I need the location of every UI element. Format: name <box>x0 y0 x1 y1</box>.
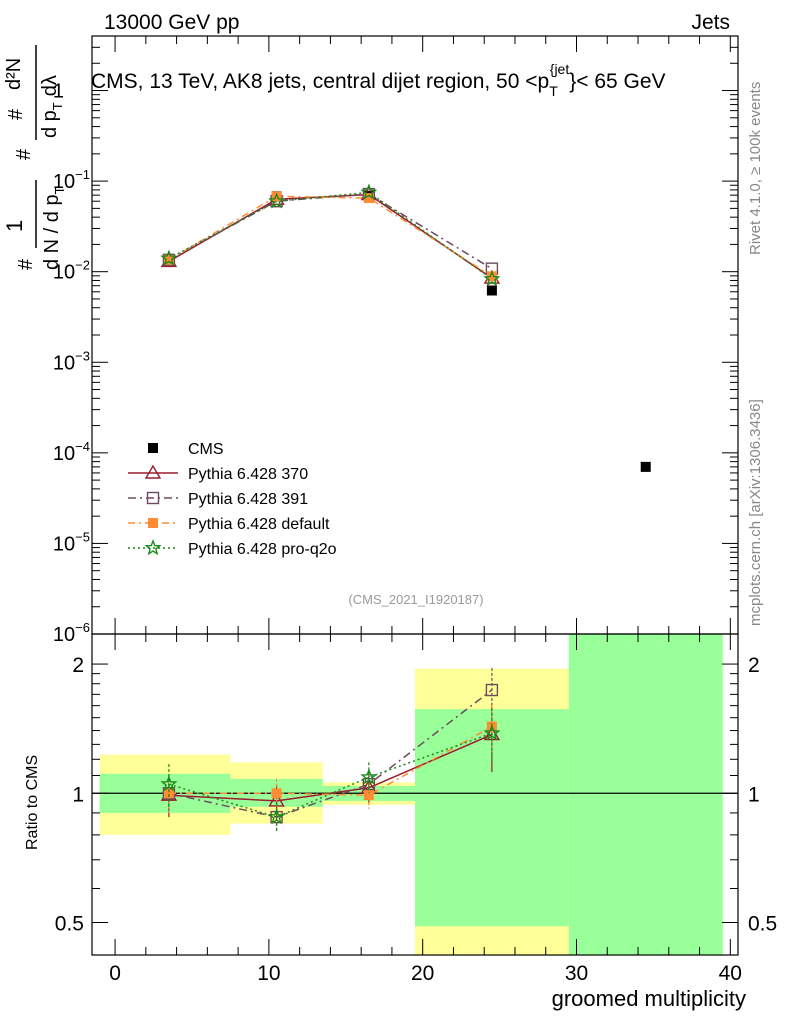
ylabel-dN-sub: T <box>52 186 67 194</box>
ylabel-dl: dλ <box>39 75 61 96</box>
data-point-pq2o <box>360 183 378 200</box>
ratio-ytick-label-right: 1 <box>748 783 760 806</box>
ratio-point-pq2o <box>483 724 501 741</box>
legend-marker-p370 <box>144 464 162 479</box>
legend-label-pdefault: Pythia 6.428 default <box>188 516 330 533</box>
ratio-band-inner <box>568 634 723 955</box>
legend-label-cms: CMS <box>188 441 224 458</box>
ylabel-den: d pTdλ <box>39 75 65 138</box>
header-left-label: 13000 GeV pp <box>104 11 239 34</box>
ratio-ytick-label-right: 0.5 <box>748 912 777 935</box>
ratio-xtick-label: 30 <box>565 962 588 985</box>
analysis-id-label: (CMS_2021_I1920187) <box>348 592 483 607</box>
ratio-xlabel: groomed multiplicity <box>552 986 746 1011</box>
data-point-pdefault <box>271 191 282 202</box>
legend-label-p391: Pythia 6.428 391 <box>188 491 308 508</box>
data-point-pq2o <box>160 249 178 266</box>
side-mcplots-label: mcplots.cern.ch [arXiv:1306.3436] <box>747 399 764 626</box>
ratio-xtick-label: 10 <box>257 962 280 985</box>
plot-title-sup: {jet <box>550 61 570 77</box>
ratio-point-pdefault <box>163 788 174 799</box>
legend-marker-pdefault <box>148 518 158 528</box>
ratio-point-pq2o <box>268 808 286 825</box>
main-ytick-label: 10−5 <box>53 529 90 555</box>
plot-title-sub: T <box>549 83 558 99</box>
ratio-xtick-label: 0 <box>109 962 121 985</box>
main-ylabel: # 1 d N / d pT # # d²N d pTdλ <box>2 45 67 270</box>
series-line-p370 <box>168 193 493 279</box>
main-ytick-label: 10−2 <box>53 258 90 284</box>
ratio-line-pdefault <box>168 725 493 796</box>
data-point-cms <box>640 461 651 472</box>
series-line-pdefault <box>168 195 493 277</box>
legend-marker-p391 <box>146 491 160 505</box>
ylabel-den-text: d p <box>39 110 61 138</box>
ylabel-den-sub: T <box>50 102 65 110</box>
legend-marker-cms <box>148 443 158 453</box>
ratio-xtick-label: 20 <box>411 962 434 985</box>
main-ytick-label: 10−1 <box>53 167 90 193</box>
data-point-pq2o <box>268 192 286 209</box>
plot-title-end: }< 65 GeV <box>569 70 665 93</box>
data-point-pdefault <box>163 254 174 265</box>
main-ytick-label: 10−4 <box>53 439 90 465</box>
ratio-point-pq2o <box>160 775 178 792</box>
ratio-ylabel: Ratio to CMS <box>24 755 41 850</box>
plot-title-main: CMS, 13 TeV, AK8 jets, central dijet reg… <box>91 70 549 93</box>
ylabel-hash1: # <box>15 258 37 270</box>
data-point-p391 <box>162 253 176 267</box>
ylabel-dN: d N / d pT <box>41 186 67 270</box>
series-line-pq2o <box>168 191 493 280</box>
legend-label-pq2o: Pythia 6.428 pro-q2o <box>188 541 337 558</box>
ratio-point-p391 <box>485 683 499 697</box>
ratio-point-pq2o <box>360 768 378 785</box>
ratio-ytick-label: 0.5 <box>55 912 84 935</box>
data-point-cms <box>486 285 497 296</box>
ylabel-num: d²N <box>3 58 25 90</box>
ratio-ytick-label: 1 <box>72 783 84 806</box>
ratio-ytick-label: 2 <box>72 654 84 677</box>
ylabel-one: 1 <box>2 220 27 232</box>
data-point-pq2o <box>483 270 501 287</box>
legend-marker-pq2o <box>144 539 162 556</box>
ratio-point-pdefault <box>271 788 282 799</box>
ratio-line-pq2o <box>168 732 493 818</box>
legend-label-p370: Pythia 6.428 370 <box>188 466 308 483</box>
ratio-ytick-label-right: 2 <box>748 654 760 677</box>
plot-title: CMS, 13 TeV, AK8 jets, central dijet reg… <box>91 61 666 99</box>
main-ytick-label: 10−6 <box>53 620 90 646</box>
main-ytick-label: 1 <box>53 81 64 103</box>
ylabel-hash3: # <box>5 108 27 120</box>
main-ytick-label: 10−3 <box>53 348 90 374</box>
ratio-frame <box>91 633 739 956</box>
ratio-line-p391 <box>168 689 493 818</box>
ylabel-hash2: # <box>13 148 35 160</box>
header-right-label: Jets <box>691 11 730 34</box>
side-rivet-label: Rivet 4.1.0, ≥ 100k events <box>747 82 764 255</box>
ylabel-dN-text: d N / d p <box>41 194 63 270</box>
ratio-point-pdefault <box>363 790 374 801</box>
ratio-xtick-label: 40 <box>719 962 742 985</box>
